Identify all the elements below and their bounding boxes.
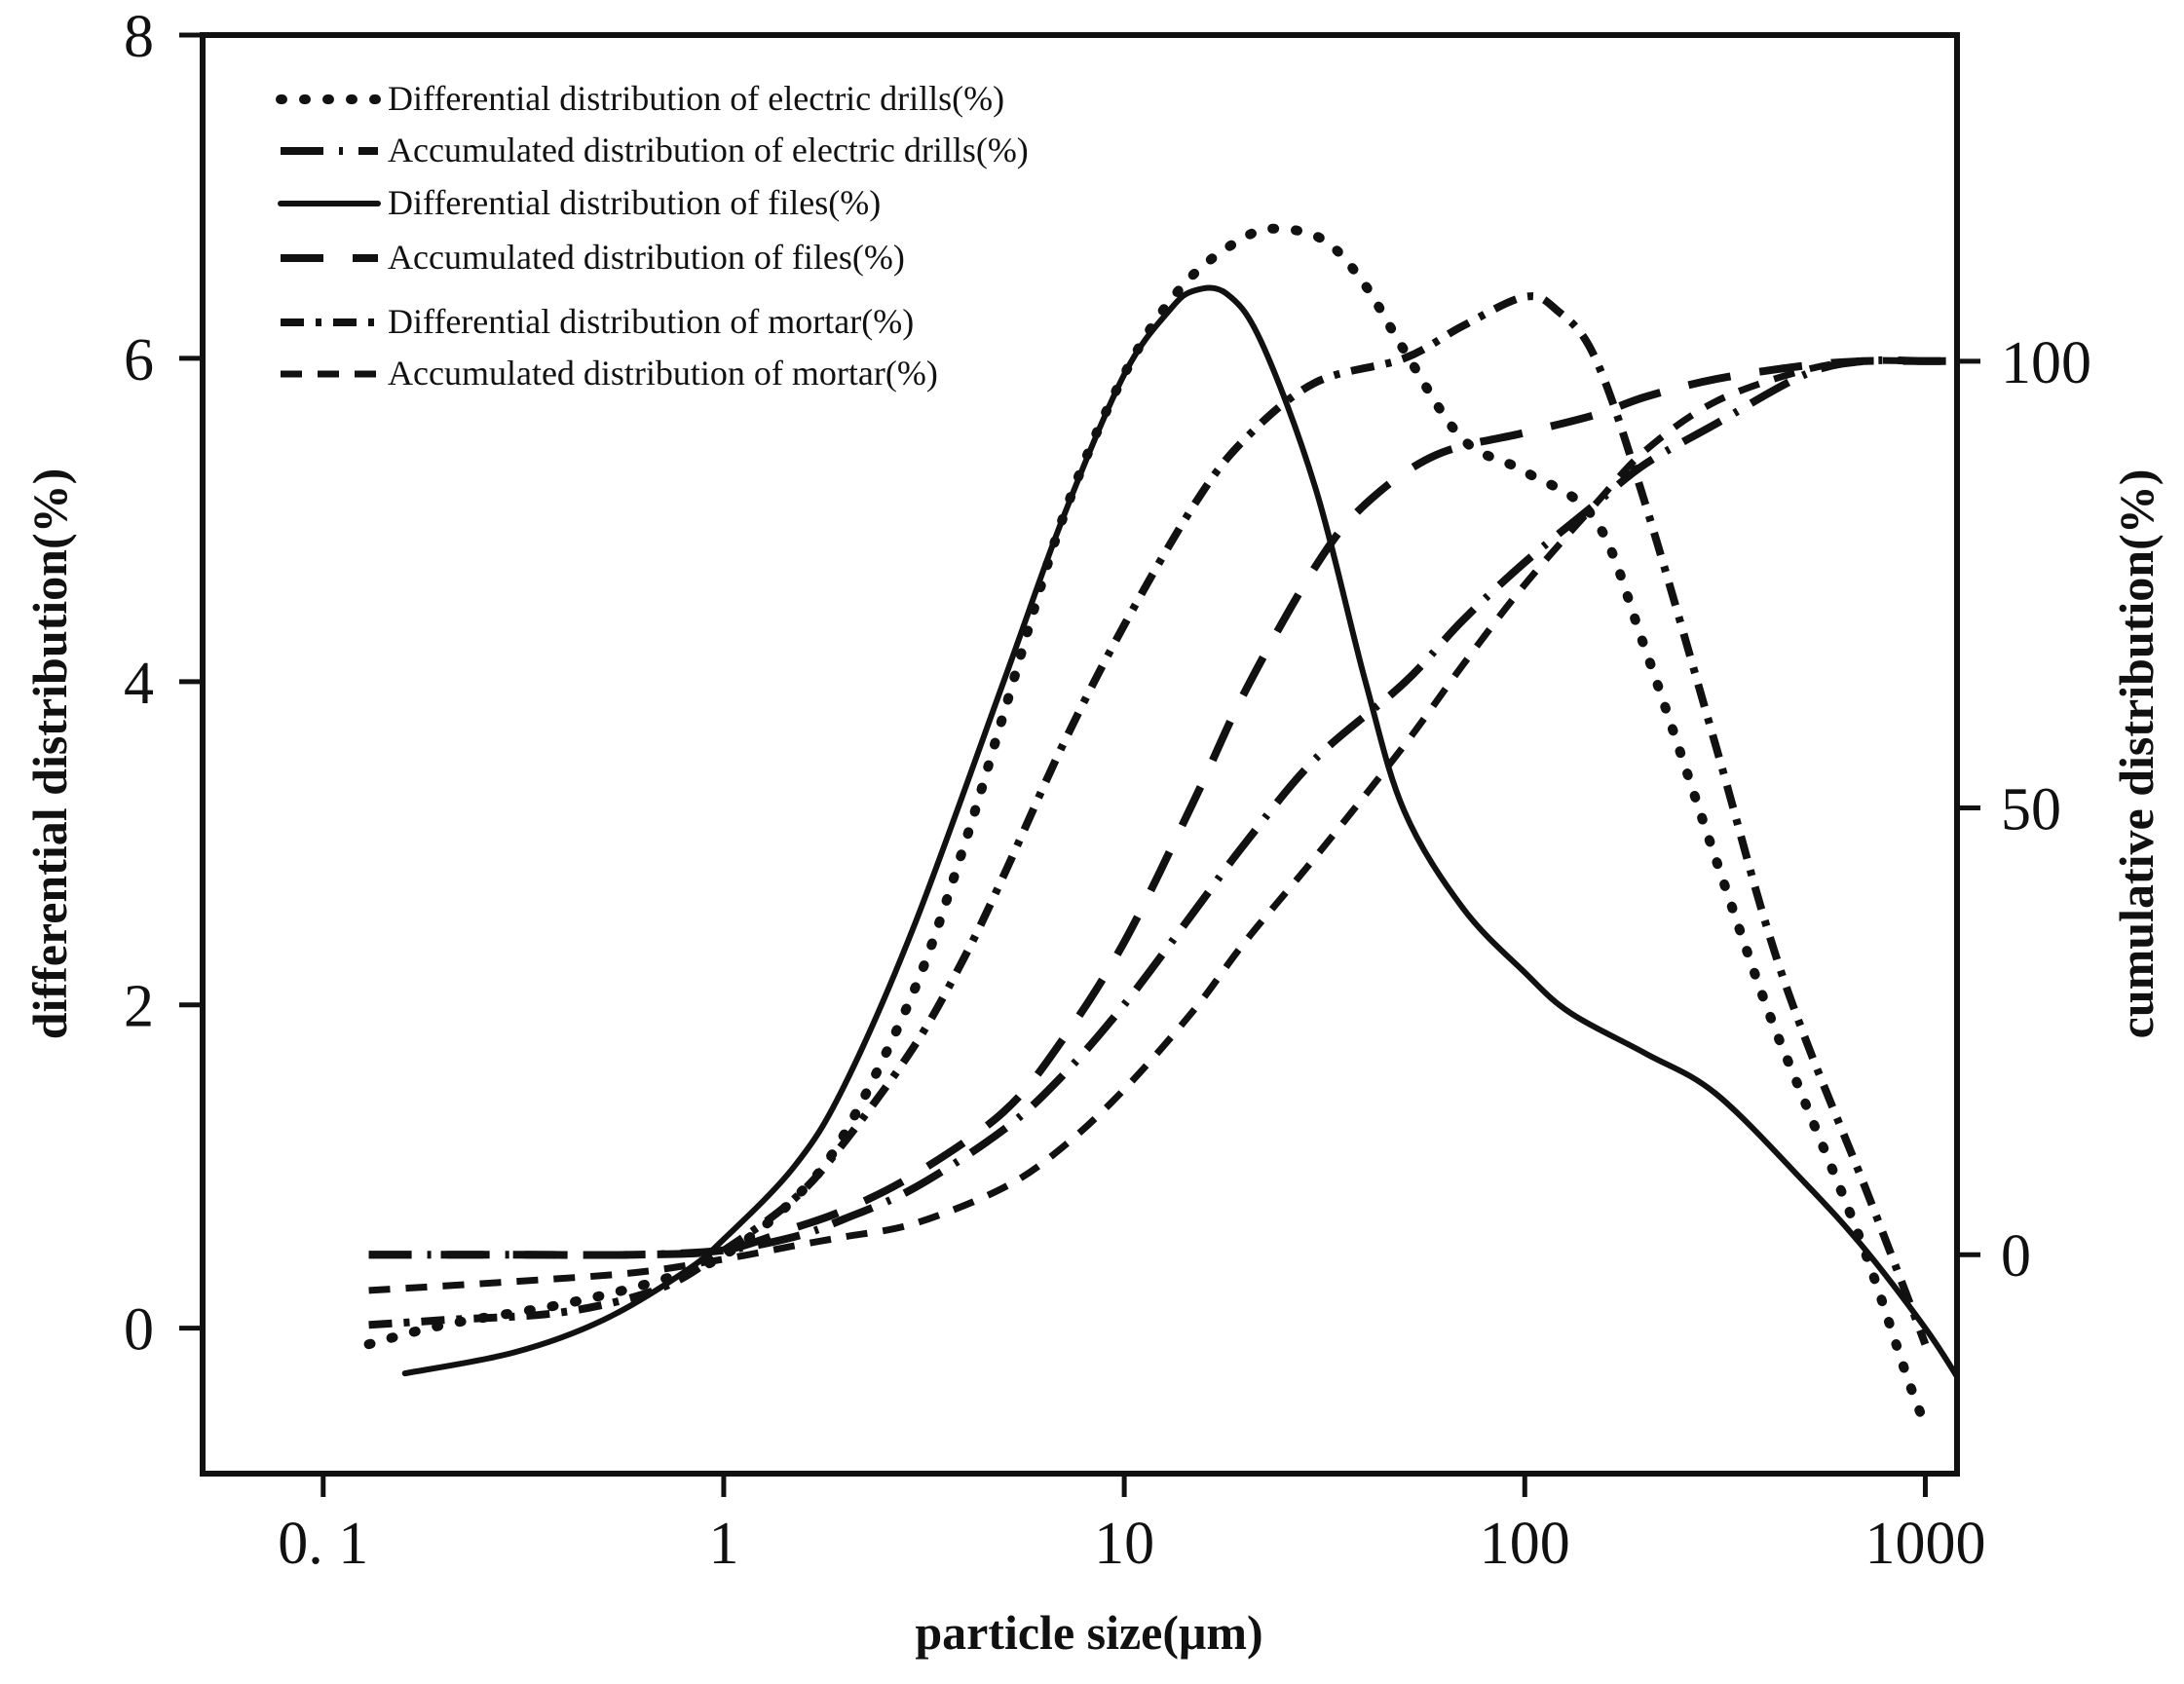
plot-frame (200, 32, 1960, 1477)
x-axis-title: particle size(μm) (915, 1605, 1262, 1660)
y-left-axis-ticks: 0 2 4 6 8 (124, 4, 203, 1364)
y-left-tick-label: 4 (124, 651, 154, 717)
legend: Differential distribution of electric dr… (276, 79, 1029, 393)
legend-label-6: Accumulated distribution of mortar(%) (388, 354, 938, 393)
y-left-tick-label: 6 (124, 327, 154, 393)
series-line-1 (363, 223, 1931, 1431)
y-right-axis-title: cumulative distribution(%) (2109, 469, 2164, 1039)
y-right-tick-label: 0 (2001, 1223, 2031, 1290)
x-tick-label: 10 (1094, 1511, 1154, 1577)
series-line-6 (368, 356, 1957, 1294)
legend-label-5: Differential distribution of mortar(%) (388, 302, 914, 341)
y-left-tick-label: 2 (124, 974, 154, 1040)
y-right-axis-ticks: 0 50 100 (1957, 330, 2091, 1290)
x-tick-label: 0. 1 (278, 1511, 368, 1577)
legend-label-3: Differential distribution of files(%) (388, 183, 881, 222)
series-line-3 (401, 284, 1960, 1380)
y-left-tick-label: 0 (124, 1297, 154, 1364)
legend-label-2: Accumulated distribution of electric dri… (388, 131, 1029, 169)
y-right-tick-label: 50 (2001, 777, 2061, 843)
x-tick-label: 100 (1480, 1511, 1570, 1577)
series-line-5 (368, 292, 1930, 1346)
x-axis-ticks: 0. 1 1 10 100 1000 (278, 1474, 1985, 1577)
legend-label-4: Accumulated distribution of files(%) (388, 238, 905, 277)
series-line-2 (368, 356, 1957, 1259)
y-left-tick-label: 8 (124, 4, 154, 70)
series-layer (363, 223, 1960, 1431)
y-right-tick-label: 100 (2001, 330, 2091, 396)
x-tick-label: 1000 (1864, 1511, 1985, 1577)
x-tick-label: 1 (708, 1511, 738, 1577)
y-left-axis-title: differential distribution(%) (22, 468, 77, 1040)
legend-label-1: Differential distribution of electric dr… (388, 79, 1004, 118)
series-line-4 (368, 356, 1957, 1259)
